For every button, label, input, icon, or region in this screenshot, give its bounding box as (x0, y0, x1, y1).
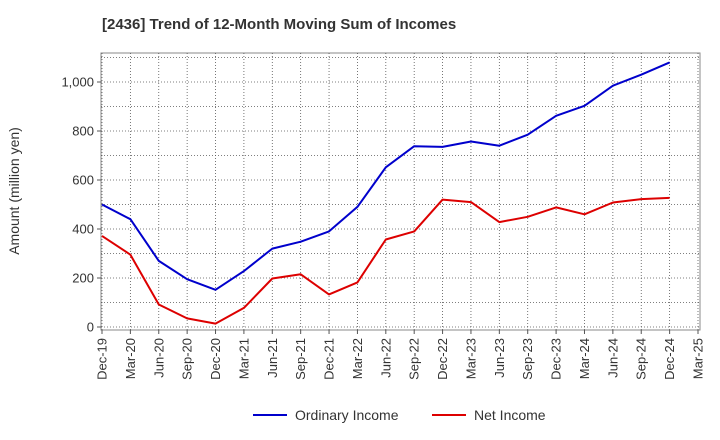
y-axis: 0 200 400 600 800 1,000 (61, 75, 101, 335)
x-tick-label: Dec-21 (322, 338, 337, 380)
x-tick-label: Jun-22 (378, 338, 393, 378)
y-tick-label: 800 (72, 124, 94, 139)
series-group (101, 61, 670, 325)
x-tick-label: Sep-22 (407, 338, 422, 380)
x-tick-label: Dec-24 (662, 338, 677, 380)
y-tick-label: 0 (87, 320, 94, 335)
y-tick-label: 400 (72, 222, 94, 237)
x-tick-label: Dec-23 (549, 338, 564, 380)
x-axis: Dec-19 Mar-20 Jun-20 Sep-20 Dec-20 Mar-21 Jun-… (95, 330, 706, 380)
x-tick-label: Mar-24 (577, 338, 592, 379)
x-tick-label: Mar-25 (691, 338, 706, 379)
series-line-net-income (101, 196, 670, 325)
legend-label: Ordinary Income (295, 407, 399, 423)
x-tick-label: Mar-22 (350, 338, 365, 379)
x-tick-label: Sep-24 (634, 338, 649, 380)
x-tick-label: Mar-23 (463, 338, 478, 379)
x-tick-label: Jun-21 (265, 338, 280, 378)
x-tick-label: Dec-22 (435, 338, 450, 380)
x-tick-label: Jun-20 (151, 338, 166, 378)
legend: Ordinary Income Net Income (253, 407, 546, 423)
y-tick-label: 1,000 (61, 75, 94, 90)
x-tick-label: Jun-23 (492, 338, 507, 378)
x-tick-label: Sep-21 (293, 338, 308, 380)
x-tick-label: Sep-20 (180, 338, 195, 380)
plot-area (100, 52, 701, 331)
x-tick-label: Sep-23 (520, 338, 535, 380)
y-axis-label: Amount (million yen) (6, 127, 22, 255)
y-tick-label: 200 (72, 271, 94, 286)
grid (101, 53, 700, 330)
legend-label: Net Income (474, 407, 546, 423)
chart-title: [2436] Trend of 12-Month Moving Sum of I… (102, 16, 457, 33)
x-tick-label: Dec-19 (95, 338, 110, 380)
y-tick-label: 600 (72, 173, 94, 188)
x-tick-label: Mar-21 (236, 338, 251, 379)
x-tick-label: Mar-20 (123, 338, 138, 379)
series-line-ordinary-income (101, 61, 670, 291)
x-tick-label: Jun-24 (605, 338, 620, 378)
x-tick-label: Dec-20 (208, 338, 223, 380)
